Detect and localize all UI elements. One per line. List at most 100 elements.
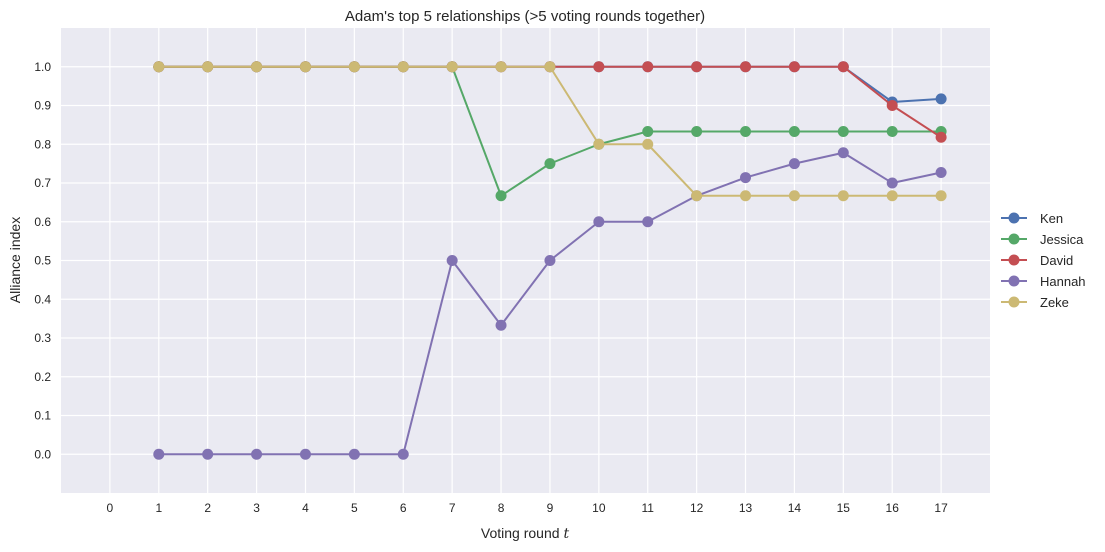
x-ticks: 0 1 2 3 4 5 6 7 8 9 10 11 12 13 14 15 16 17 (107, 501, 949, 515)
data-point (397, 61, 409, 73)
y-tick-label: 0.4 (34, 292, 51, 306)
legend-label: Zeke (1040, 295, 1069, 310)
legend-marker (1008, 275, 1020, 287)
data-point (544, 61, 556, 73)
data-point (691, 125, 703, 137)
y-tick-label: 0.6 (34, 215, 51, 229)
x-tick-label: 15 (837, 501, 851, 515)
data-point (202, 61, 214, 73)
data-point (886, 125, 898, 137)
x-axis-label-var: t (563, 526, 569, 542)
legend-label: Jessica (1040, 232, 1084, 247)
data-point (544, 255, 556, 266)
y-tick-label: 0.7 (34, 176, 51, 190)
y-tick-label: 0.1 (34, 409, 51, 423)
data-point (788, 158, 800, 170)
x-tick-label: 11 (642, 501, 655, 515)
x-tick-label: 3 (253, 501, 260, 515)
legend-label: Hannah (1040, 274, 1086, 289)
data-point (691, 61, 703, 73)
data-point (788, 125, 800, 137)
data-point (202, 448, 214, 460)
y-tick-label: 0.8 (34, 137, 51, 151)
x-axis-label: Voting round t (481, 525, 570, 542)
x-tick-label: 2 (204, 501, 211, 515)
legend: Ken Jessica David Hannah Zeke (1001, 211, 1086, 310)
x-tick-label: 17 (934, 501, 948, 515)
data-point (251, 61, 263, 73)
data-point (299, 448, 311, 460)
x-tick-label: 4 (302, 501, 309, 515)
data-point (837, 190, 849, 202)
x-tick-label: 16 (886, 501, 900, 515)
x-tick-label: 13 (739, 501, 753, 515)
data-point (397, 448, 409, 460)
data-point (251, 448, 263, 460)
y-tick-label: 0.2 (34, 370, 51, 384)
x-tick-label: 8 (498, 501, 505, 515)
data-point (740, 190, 752, 202)
legend-item-hannah: Hannah (1001, 274, 1086, 289)
data-point (935, 93, 947, 105)
data-point (348, 61, 360, 73)
legend-label: David (1040, 253, 1073, 268)
data-point (740, 172, 752, 184)
data-point (593, 216, 605, 228)
data-point (935, 190, 947, 202)
x-tick-label: 12 (690, 501, 704, 515)
x-tick-label: 9 (547, 501, 554, 515)
data-point (935, 131, 947, 143)
legend-marker (1008, 254, 1020, 266)
legend-item-david: David (1001, 253, 1073, 268)
legend-item-jessica: Jessica (1001, 232, 1084, 247)
data-point (348, 448, 360, 460)
y-tick-label: 1.0 (34, 60, 51, 74)
data-point (642, 61, 654, 73)
data-point (837, 61, 849, 73)
data-point (446, 255, 458, 266)
legend-marker (1008, 296, 1020, 308)
data-point (740, 125, 752, 137)
legend-label: Ken (1040, 211, 1063, 226)
x-tick-label: 14 (788, 501, 802, 515)
series-group (153, 61, 947, 460)
data-point (740, 61, 752, 73)
legend-marker (1008, 212, 1020, 224)
data-point (544, 158, 556, 170)
data-point (642, 138, 654, 150)
y-ticks: 0.0 0.1 0.2 0.3 0.4 0.5 0.6 0.7 0.8 0.9 1.0 (34, 60, 51, 462)
x-tick-label: 7 (449, 501, 456, 515)
data-point (837, 125, 849, 137)
legend-item-ken: Ken (1001, 211, 1063, 226)
y-tick-label: 0.0 (34, 447, 51, 461)
series-zeke (153, 61, 947, 202)
x-tick-label: 10 (592, 501, 606, 515)
data-point (691, 190, 703, 202)
data-point (935, 167, 947, 179)
legend-item-zeke: Zeke (1001, 295, 1069, 310)
data-point (642, 125, 654, 137)
data-point (446, 61, 458, 73)
x-axis-label-text: Voting round (481, 525, 560, 541)
y-tick-label: 0.3 (34, 331, 51, 345)
legend-marker (1008, 233, 1020, 245)
data-point (642, 216, 654, 228)
y-axis-label: Alliance index (7, 217, 23, 303)
data-point (886, 100, 898, 111)
x-tick-label: 5 (351, 501, 358, 515)
x-tick-label: 1 (155, 501, 162, 515)
data-point (495, 190, 507, 202)
data-point (886, 177, 898, 189)
chart-title: Adam's top 5 relationships (>5 voting ro… (345, 8, 705, 25)
data-point (788, 61, 800, 73)
y-tick-label: 0.5 (34, 254, 51, 268)
y-tick-label: 0.9 (34, 99, 51, 113)
data-point (788, 190, 800, 202)
data-point (886, 190, 898, 202)
data-point (153, 61, 165, 73)
x-tick-label: 0 (107, 501, 114, 515)
data-point (495, 61, 507, 73)
data-point (593, 138, 605, 150)
x-tick-label: 6 (400, 501, 407, 515)
